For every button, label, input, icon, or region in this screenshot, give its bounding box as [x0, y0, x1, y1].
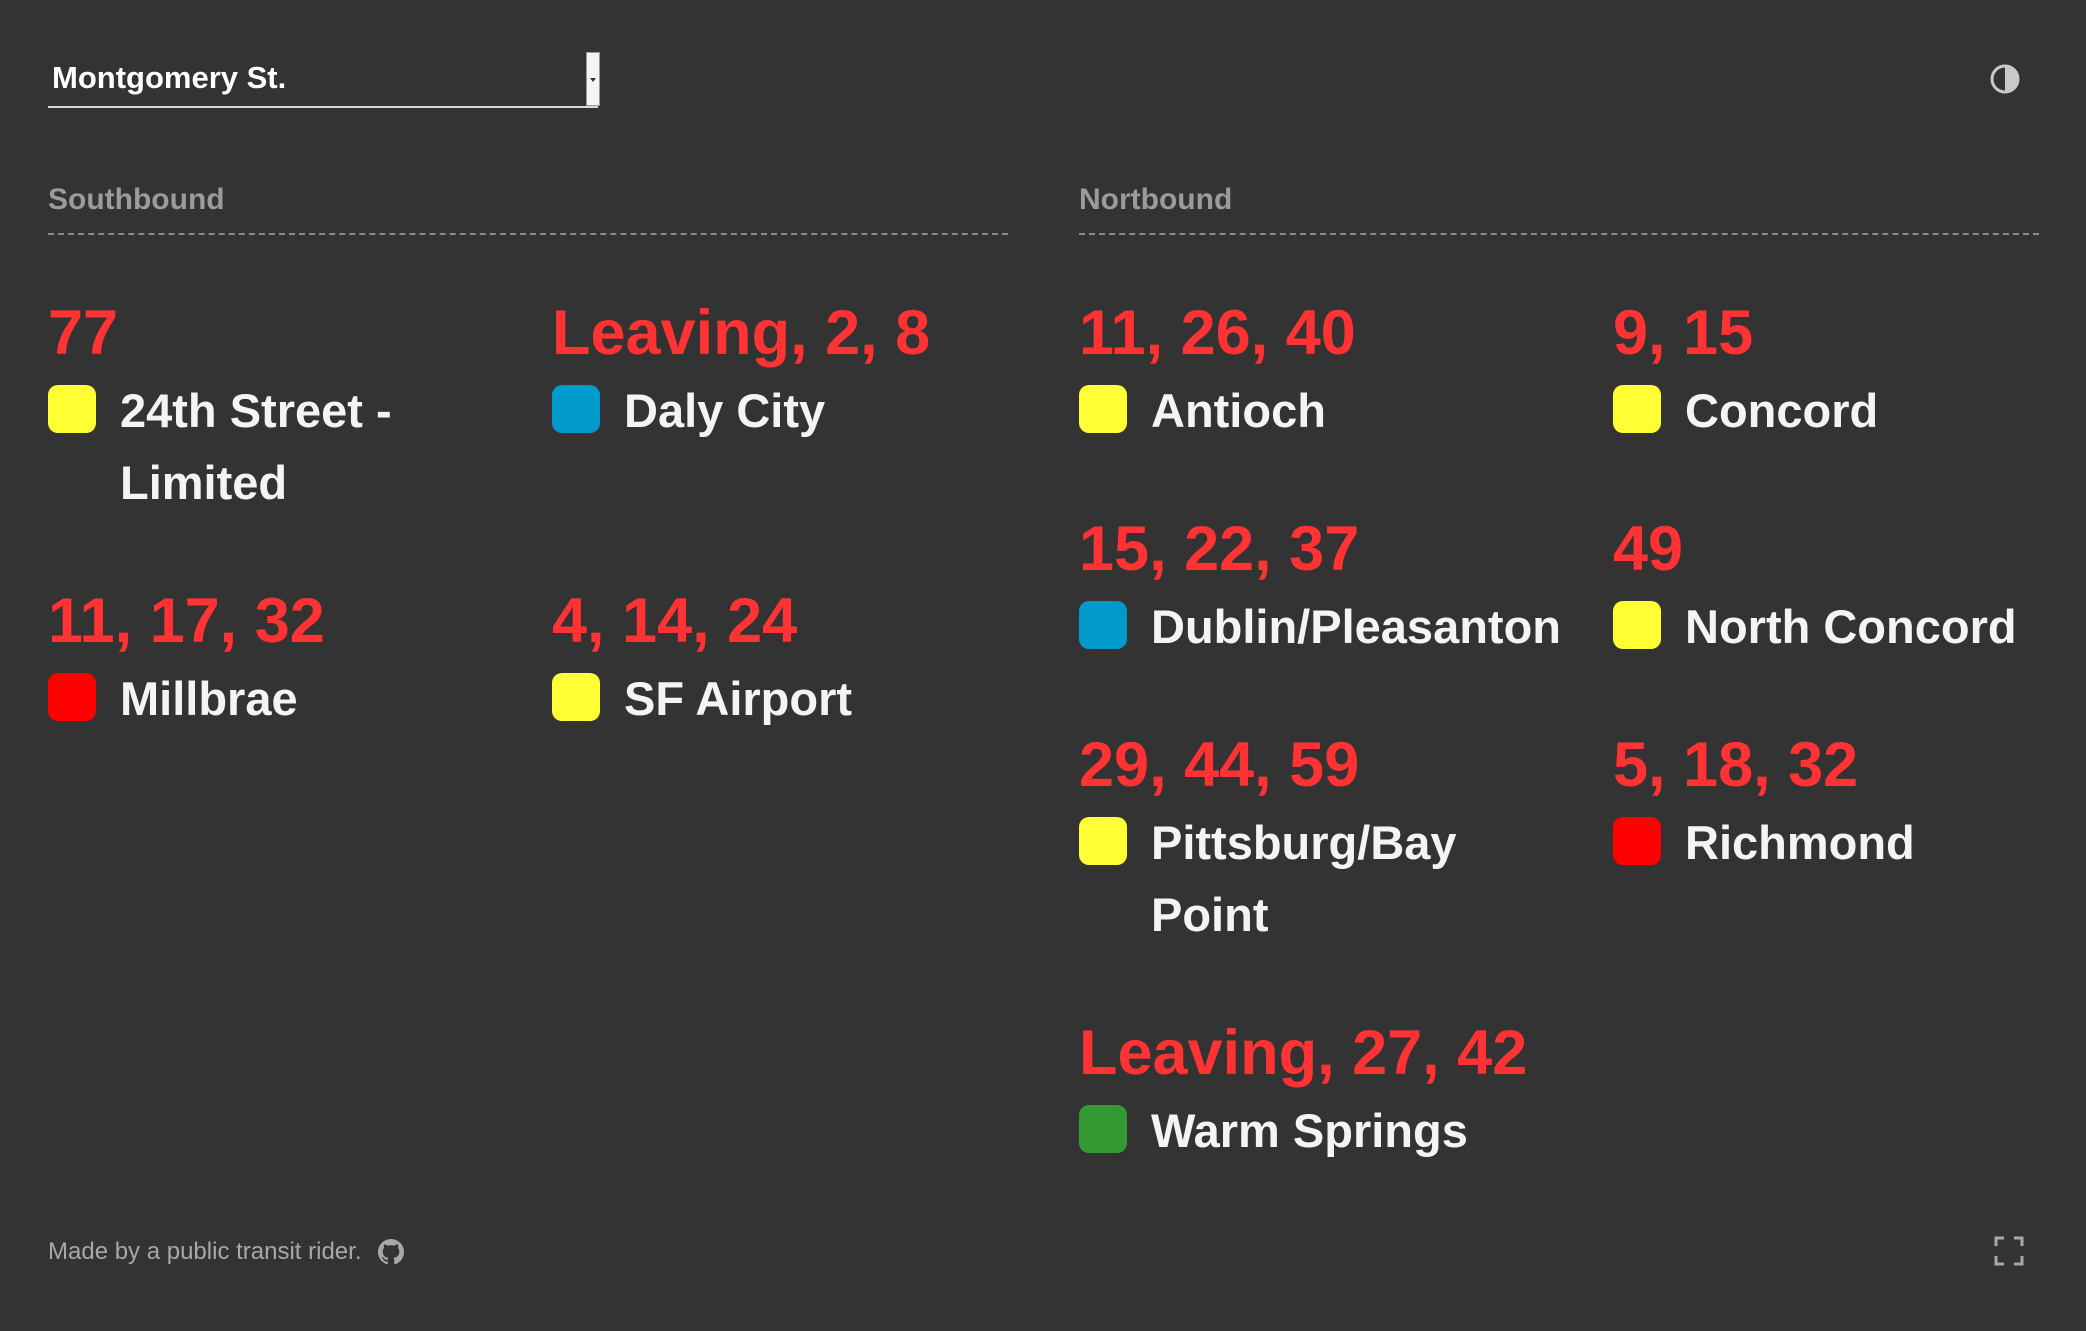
departure-times: Leaving, 27, 42 [1079, 1018, 1528, 1088]
line-color-swatch [48, 385, 96, 433]
departure-times: Leaving, 2, 8 [552, 298, 931, 368]
departure-entry: 15, 22, 37 Dublin/Pleasanton [1079, 513, 1561, 663]
departure-entry: Leaving, 27, 42 Warm Springs [1079, 1017, 1549, 1167]
departure-times: 77 [48, 298, 119, 368]
departure-entry: 29, 44, 59 Pittsburg/Bay Point [1079, 729, 1549, 951]
departure-times: 29, 44, 59 [1079, 730, 1360, 800]
line-color-swatch [1079, 1105, 1127, 1153]
line-color-swatch [1613, 601, 1661, 649]
departure-times: 5, 18, 32 [1613, 730, 1859, 800]
departure-entry: Leaving, 2, 8 Daly City [552, 297, 1022, 447]
departure-entry: 77 24th Street - Limited [48, 297, 518, 519]
southbound-heading-label: Southbound [48, 183, 225, 216]
line-color-swatch [1079, 817, 1127, 865]
line-color-swatch [1079, 601, 1127, 649]
southbound-heading: Southbound [48, 183, 1008, 235]
destination-name: Concord [1685, 384, 1879, 437]
departure-times: 49 [1613, 514, 1684, 584]
github-icon[interactable] [378, 1239, 404, 1265]
destination-name: Antioch [1151, 384, 1326, 437]
station-select-value: Montgomery St. [52, 60, 287, 95]
northbound-heading: Nortbound [1079, 183, 2039, 235]
line-color-swatch [1613, 817, 1661, 865]
fullscreen-icon[interactable] [1994, 1236, 2024, 1266]
destination-name: Daly City [624, 384, 826, 437]
departure-entry: 5, 18, 32 Richmond [1613, 729, 2083, 879]
destination-name: Pittsburg/Bay Point [1151, 816, 1457, 941]
departure-entry: 9, 15 Concord [1613, 297, 2083, 447]
destination-name: Millbrae [120, 672, 298, 725]
line-color-swatch [1613, 385, 1661, 433]
departure-entry: 11, 26, 40 Antioch [1079, 297, 1549, 447]
station-select[interactable]: Montgomery St. [48, 52, 600, 108]
departure-times: 15, 22, 37 [1079, 514, 1360, 584]
destination-name: SF Airport [624, 672, 853, 725]
destination-name: Richmond [1685, 816, 1915, 869]
select-arrow-icon[interactable] [586, 52, 600, 106]
line-color-swatch [552, 673, 600, 721]
departure-times: 11, 26, 40 [1079, 298, 1356, 368]
destination-name: Warm Springs [1151, 1104, 1468, 1157]
line-color-swatch [48, 673, 96, 721]
contrast-icon[interactable] [1989, 63, 2021, 95]
departure-entry: 49 North Concord [1613, 513, 2083, 663]
departure-times: 9, 15 [1613, 298, 1754, 368]
northbound-heading-label: Nortbound [1079, 183, 1233, 216]
footer-credit: Made by a public transit rider. [48, 1238, 362, 1265]
line-color-swatch [1079, 385, 1127, 433]
departure-entry: 4, 14, 24 SF Airport [552, 585, 1022, 735]
line-color-swatch [552, 385, 600, 433]
destination-name: 24th Street - Limited [120, 384, 392, 509]
departure-times: 11, 17, 32 [48, 586, 325, 656]
departure-entry: 11, 17, 32 Millbrae [48, 585, 518, 735]
destination-name: Dublin/Pleasanton [1151, 600, 1561, 653]
departure-times: 4, 14, 24 [552, 586, 798, 656]
destination-name: North Concord [1685, 600, 2017, 653]
